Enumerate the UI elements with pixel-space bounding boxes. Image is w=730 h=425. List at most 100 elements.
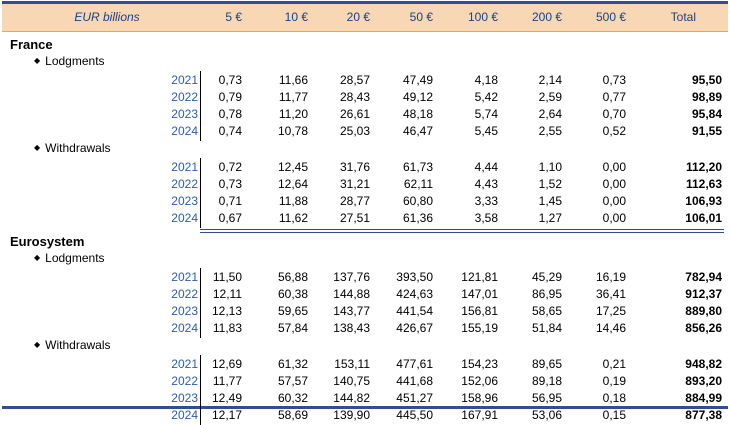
group-label: Withdrawals — [45, 338, 111, 352]
col-header-5: 5 € — [225, 10, 242, 24]
total-cell: 884,99 — [685, 391, 722, 405]
bullet-icon: ◆ — [34, 143, 41, 152]
table-row: 2023 0,71 11,88 28,77 60,80 3,33 1,45 0,00 106,9… — [0, 194, 730, 211]
value-cell: 26,61 — [339, 107, 370, 121]
col-header-200: 200 € — [531, 10, 562, 24]
value-cell: 11,50 — [212, 270, 242, 284]
value-cell: 89,65 — [531, 357, 562, 371]
value-cell: 0,73 — [602, 73, 626, 87]
value-cell: 139,90 — [333, 408, 370, 422]
value-cell: 51,84 — [531, 321, 562, 335]
value-cell: 31,21 — [339, 177, 370, 191]
table-row: 2023 0,78 11,20 26,61 48,18 5,74 2,64 0,70 95,84 — [0, 107, 730, 124]
group-title: ◆ Lodgments — [34, 54, 105, 68]
value-cell: 0,18 — [602, 391, 626, 405]
bullet-icon: ◆ — [34, 253, 41, 262]
value-cell: 441,54 — [396, 304, 433, 318]
year-cell: 2023 — [171, 391, 198, 405]
value-cell: 0,73 — [218, 73, 242, 87]
value-cell: 16,19 — [595, 270, 626, 284]
top-rule — [2, 1, 728, 4]
year-cell: 2023 — [171, 194, 198, 208]
value-cell: 25,03 — [339, 124, 370, 138]
total-cell: 91,55 — [691, 124, 722, 138]
value-cell: 12,64 — [277, 177, 308, 191]
value-cell: 56,95 — [531, 391, 562, 405]
value-cell: 0,72 — [218, 160, 242, 174]
value-cell: 36,41 — [595, 287, 626, 301]
year-cell: 2021 — [171, 73, 198, 87]
value-cell: 57,57 — [277, 374, 308, 388]
col-header-500: 500 € — [595, 10, 626, 24]
table-row: 2021 0,73 11,66 28,57 47,49 4,18 2,14 0,73 95,50 — [0, 73, 730, 90]
value-cell: 2,55 — [538, 124, 562, 138]
value-cell: 61,32 — [277, 357, 308, 371]
value-cell: 56,88 — [277, 270, 308, 284]
bullet-icon: ◆ — [34, 56, 41, 65]
total-cell: 112,63 — [685, 177, 722, 191]
table-row: 2024 12,17 58,69 139,90 445,50 167,91 53,06 0,1… — [0, 408, 730, 425]
value-cell: 155,19 — [461, 321, 498, 335]
value-cell: 477,61 — [396, 357, 433, 371]
value-cell: 0,74 — [218, 124, 242, 138]
units-label: EUR billions — [74, 10, 140, 24]
value-cell: 60,38 — [277, 287, 308, 301]
value-cell: 28,77 — [339, 194, 370, 208]
value-cell: 12,13 — [211, 304, 242, 318]
value-cell: 49,12 — [402, 90, 433, 104]
value-cell: 2,14 — [538, 73, 562, 87]
value-cell: 60,32 — [277, 391, 308, 405]
total-cell: 856,26 — [685, 321, 722, 335]
value-cell: 0,67 — [218, 211, 242, 225]
section-divider — [200, 229, 724, 230]
table-row: 2024 11,83 57,84 138,43 426,67 155,19 51,84 14,… — [0, 321, 730, 338]
value-cell: 17,25 — [595, 304, 626, 318]
value-cell: 0,52 — [602, 124, 626, 138]
total-cell: 106,01 — [685, 211, 722, 225]
value-cell: 11,88 — [278, 194, 308, 208]
value-cell: 0,70 — [602, 107, 626, 121]
col-header-total: Total — [670, 10, 696, 24]
value-cell: 144,82 — [333, 391, 370, 405]
section-divider — [200, 232, 724, 233]
value-cell: 0,79 — [218, 90, 242, 104]
value-cell: 5,45 — [474, 124, 498, 138]
group-label: Lodgments — [45, 251, 105, 265]
col-header-100: 100 € — [467, 10, 498, 24]
value-cell: 4,44 — [474, 160, 498, 174]
value-cell: 11,83 — [212, 321, 242, 335]
value-cell: 61,36 — [402, 211, 433, 225]
total-cell: 95,84 — [691, 107, 722, 121]
bottom-rule — [2, 406, 728, 409]
value-cell: 2,59 — [538, 90, 562, 104]
group-label: Lodgments — [45, 54, 105, 68]
total-cell: 912,37 — [685, 287, 722, 301]
value-cell: 143,77 — [333, 304, 370, 318]
value-cell: 158,96 — [461, 391, 498, 405]
total-cell: 782,94 — [685, 270, 722, 284]
year-cell: 2021 — [171, 160, 198, 174]
col-header-10: 10 € — [284, 10, 308, 24]
year-cell: 2021 — [171, 357, 198, 371]
value-cell: 27,51 — [339, 211, 370, 225]
group-title: ◆ Lodgments — [34, 251, 105, 265]
value-cell: 28,57 — [339, 73, 370, 87]
col-header-20: 20 € — [346, 10, 370, 24]
year-cell: 2024 — [171, 211, 198, 225]
value-cell: 89,18 — [531, 374, 562, 388]
value-cell: 57,84 — [277, 321, 308, 335]
value-cell: 1,52 — [538, 177, 562, 191]
year-separator-line — [200, 268, 201, 338]
value-cell: 11,77 — [212, 374, 242, 388]
value-cell: 58,69 — [277, 408, 308, 422]
value-cell: 1,27 — [538, 211, 562, 225]
value-cell: 45,29 — [531, 270, 562, 284]
year-cell: 2021 — [171, 270, 198, 284]
value-cell: 0,00 — [602, 194, 626, 208]
table-row: 2023 12,49 60,32 144,82 451,27 158,96 56,95 0,1… — [0, 391, 730, 408]
year-cell: 2024 — [171, 124, 198, 138]
value-cell: 53,06 — [531, 408, 562, 422]
value-cell: 121,81 — [461, 270, 498, 284]
table-row: 2022 0,73 12,64 31,21 62,11 4,43 1,52 0,00 112,6… — [0, 177, 730, 194]
